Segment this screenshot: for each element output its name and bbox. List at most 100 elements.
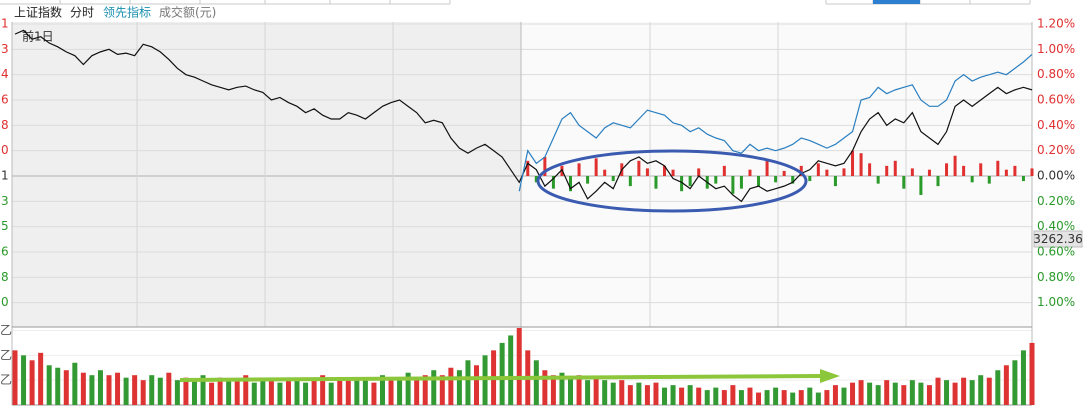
indicator-bar: [859, 153, 863, 176]
indicator-bar: [594, 158, 598, 176]
indicator-bar: [927, 169, 931, 176]
volume-tick-label: 乙: [0, 348, 12, 362]
volume-bar: [371, 382, 377, 405]
volume-bar: [226, 380, 232, 405]
volume-bar: [781, 390, 787, 405]
y-tick-label: 0.60%: [1037, 93, 1075, 107]
indicator-bar: [953, 155, 957, 176]
indicator-bar: [637, 160, 641, 176]
y-tick-label: 0.40%: [1037, 118, 1075, 132]
volume-bar: [867, 382, 873, 405]
tab-intraday[interactable]: 分时: [70, 6, 94, 20]
volume-bar: [636, 382, 642, 405]
left-tick-label: 8: [1, 270, 9, 284]
volume-bar: [21, 355, 27, 405]
volume-bar: [29, 360, 35, 405]
volume-bar: [756, 392, 762, 405]
volume-bar: [80, 372, 86, 405]
volume-bar: [1012, 360, 1018, 405]
volume-bar: [294, 380, 300, 405]
tab-turnover[interactable]: 成交额(元): [159, 5, 216, 20]
volume-bar: [174, 380, 180, 405]
previous-day-label: 前1日: [22, 29, 54, 44]
price-tag-box: [1033, 230, 1083, 248]
indicator-bar: [765, 160, 769, 176]
indicator-bar: [868, 163, 872, 176]
volume-bar: [542, 370, 548, 405]
indicator-bar: [774, 176, 778, 183]
y-tick-label: 0.20%: [1037, 143, 1075, 157]
indicator-bar: [825, 169, 829, 176]
volume-bar: [243, 375, 249, 405]
volume-bar: [362, 377, 368, 405]
indicator-bar: [799, 165, 803, 176]
indicator-bar: [987, 176, 991, 184]
volume-bar: [277, 382, 283, 405]
indicator-bar: [979, 163, 983, 176]
indicator-bar: [757, 176, 761, 187]
volume-bar: [798, 390, 804, 405]
left-tick-label: 4: [1, 67, 9, 81]
volume-tick-label: 乙: [0, 373, 12, 387]
left-tick-label: 0: [1, 295, 9, 309]
indicator-bar: [1030, 168, 1034, 176]
indicator-bar: [586, 176, 590, 184]
marks: [12, 29, 1035, 405]
volume-bar: [473, 365, 479, 405]
volume-bar: [884, 380, 890, 405]
tab-indicator[interactable]: 领先指标: [103, 5, 151, 20]
volume-bar: [482, 355, 488, 405]
indicator-bar: [816, 163, 820, 176]
volume-bar: [89, 375, 95, 405]
volume-bar: [533, 360, 539, 405]
volume-bar: [909, 380, 915, 405]
volume-bar: [379, 375, 385, 405]
indicator-bar: [936, 176, 940, 187]
indicator-bar: [654, 176, 658, 189]
volume-bar: [268, 380, 274, 405]
left-tick-label: 6: [1, 245, 9, 259]
volume-bar: [200, 375, 206, 405]
volume-bar: [901, 385, 907, 405]
volume-bar: [388, 380, 394, 405]
volume-bar: [106, 375, 112, 405]
volume-bar: [832, 385, 838, 405]
volume-bar: [824, 390, 830, 405]
volume-bar: [63, 370, 69, 405]
volume-bar: [585, 380, 591, 405]
y-tick-label: 0.00%: [1037, 169, 1075, 183]
volume-bar: [944, 380, 950, 405]
left-tick-label: 1: [1, 169, 9, 183]
volume-bar: [157, 377, 163, 405]
highlight-ellipse: [536, 149, 808, 213]
left-tick-label: 3: [1, 42, 9, 56]
indicator-bar: [577, 163, 581, 176]
volume-bar: [354, 380, 360, 405]
volume-bar: [713, 387, 719, 405]
volume-bar: [1003, 365, 1009, 405]
volume-bar: [337, 380, 343, 405]
indicator-bar: [808, 176, 812, 182]
indicator-bar: [534, 176, 538, 183]
indicator-bar: [603, 169, 607, 176]
tab-index[interactable]: 上证指数: [14, 5, 62, 20]
volume-bar: [619, 380, 625, 405]
y-tick-label: 1.20%: [1037, 17, 1075, 31]
indicator-bar: [663, 165, 667, 176]
volume-bar: [687, 385, 693, 405]
volume-bar: [414, 380, 420, 405]
volume-bar: [508, 335, 514, 405]
left-tick-label: 6: [1, 93, 9, 107]
volume-bar: [439, 375, 445, 405]
volume-bar: [738, 390, 744, 405]
indicator-bar: [714, 176, 718, 184]
volume-bar: [644, 385, 650, 405]
trend-arrow: [179, 369, 840, 383]
volume-bar: [602, 380, 608, 405]
volume-bar: [115, 372, 121, 405]
volume-bar: [918, 382, 924, 405]
volume-bar: [465, 360, 471, 405]
indicator-bar: [833, 176, 837, 187]
volume-bar: [12, 350, 18, 405]
volume-bar: [576, 375, 582, 405]
